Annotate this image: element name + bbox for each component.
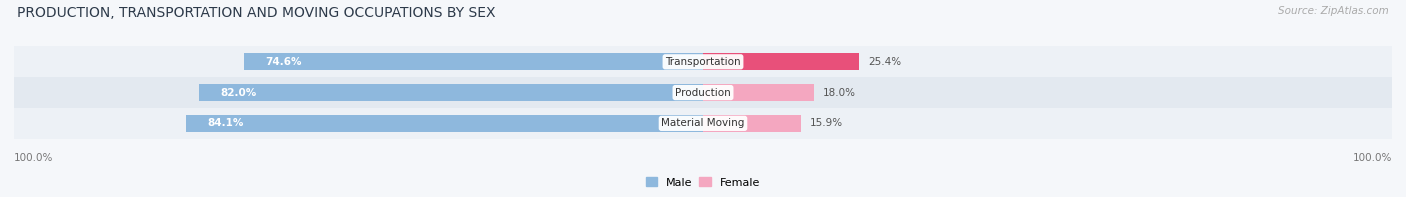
- Bar: [703, 53, 859, 70]
- Text: 15.9%: 15.9%: [810, 118, 844, 128]
- Bar: [198, 84, 703, 101]
- Bar: [14, 108, 1392, 139]
- Text: Material Moving: Material Moving: [661, 118, 745, 128]
- Text: Transportation: Transportation: [665, 57, 741, 67]
- Text: 25.4%: 25.4%: [869, 57, 901, 67]
- Text: Source: ZipAtlas.com: Source: ZipAtlas.com: [1278, 6, 1389, 16]
- Text: Production: Production: [675, 88, 731, 98]
- Bar: [703, 115, 801, 132]
- Bar: [14, 46, 1392, 77]
- Legend: Male, Female: Male, Female: [647, 177, 759, 188]
- Text: 100.0%: 100.0%: [1353, 153, 1392, 163]
- Text: 84.1%: 84.1%: [207, 118, 243, 128]
- Text: PRODUCTION, TRANSPORTATION AND MOVING OCCUPATIONS BY SEX: PRODUCTION, TRANSPORTATION AND MOVING OC…: [17, 6, 495, 20]
- Text: 18.0%: 18.0%: [823, 88, 856, 98]
- Bar: [245, 53, 703, 70]
- Bar: [703, 84, 814, 101]
- Bar: [14, 77, 1392, 108]
- Text: 82.0%: 82.0%: [221, 88, 256, 98]
- Text: 74.6%: 74.6%: [266, 57, 302, 67]
- Bar: [186, 115, 703, 132]
- Text: 100.0%: 100.0%: [14, 153, 53, 163]
